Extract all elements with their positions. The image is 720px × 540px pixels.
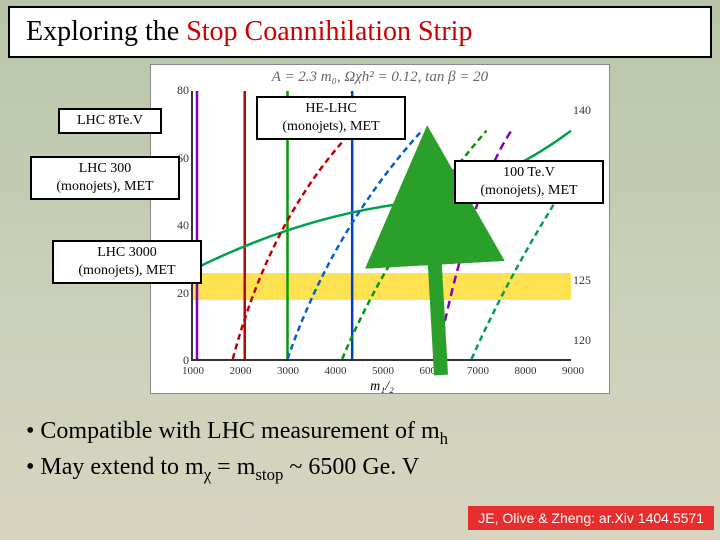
label-lhc3000-l2: (monojets), MET [62,262,192,280]
title-black: Exploring the [26,16,186,47]
label-lhc300: LHC 300 (monojets), MET [30,156,180,200]
label-lhc8-text: LHC 8Te.V [77,113,143,128]
b1-pre: Compatible with LHC measurement of m [40,418,439,444]
b2-pre: May extend to m [40,454,203,480]
bullet-2: May extend to mχ = mstop ~ 6500 Ge. V [26,451,448,486]
slide-title: Exploring the Stop Coannihilation Strip [8,6,712,58]
b2-post: ~ 6500 Ge. V [283,454,419,480]
b2-sub2: stop [255,464,283,483]
b1-sub: h [440,429,448,448]
label-100tev: 100 Te.V (monojets), MET [454,160,604,204]
title-red: Stop Coannihilation Strip [186,16,472,47]
label-100tev-l2: (monojets), MET [464,182,594,200]
label-lhc8: LHC 8Te.V [58,108,162,134]
label-100tev-l1: 100 Te.V [464,164,594,182]
label-helhc-l2: (monojets), MET [266,118,396,136]
label-helhc-l1: HE-LHC [266,100,396,118]
label-lhc300-l1: LHC 300 [40,160,170,178]
label-lhc3000-l1: LHC 3000 [62,244,192,262]
label-lhc300-l2: (monojets), MET [40,178,170,196]
b2-mid: = m [211,454,255,480]
bullet-list: Compatible with LHC measurement of mh Ma… [26,415,448,486]
citation-box: JE, Olive & Zheng: ar.Xiv 1404.5571 [468,506,714,530]
bullet-1: Compatible with LHC measurement of mh [26,415,448,450]
label-helhc: HE-LHC (monojets), MET [256,96,406,140]
label-lhc3000: LHC 3000 (monojets), MET [52,240,202,284]
